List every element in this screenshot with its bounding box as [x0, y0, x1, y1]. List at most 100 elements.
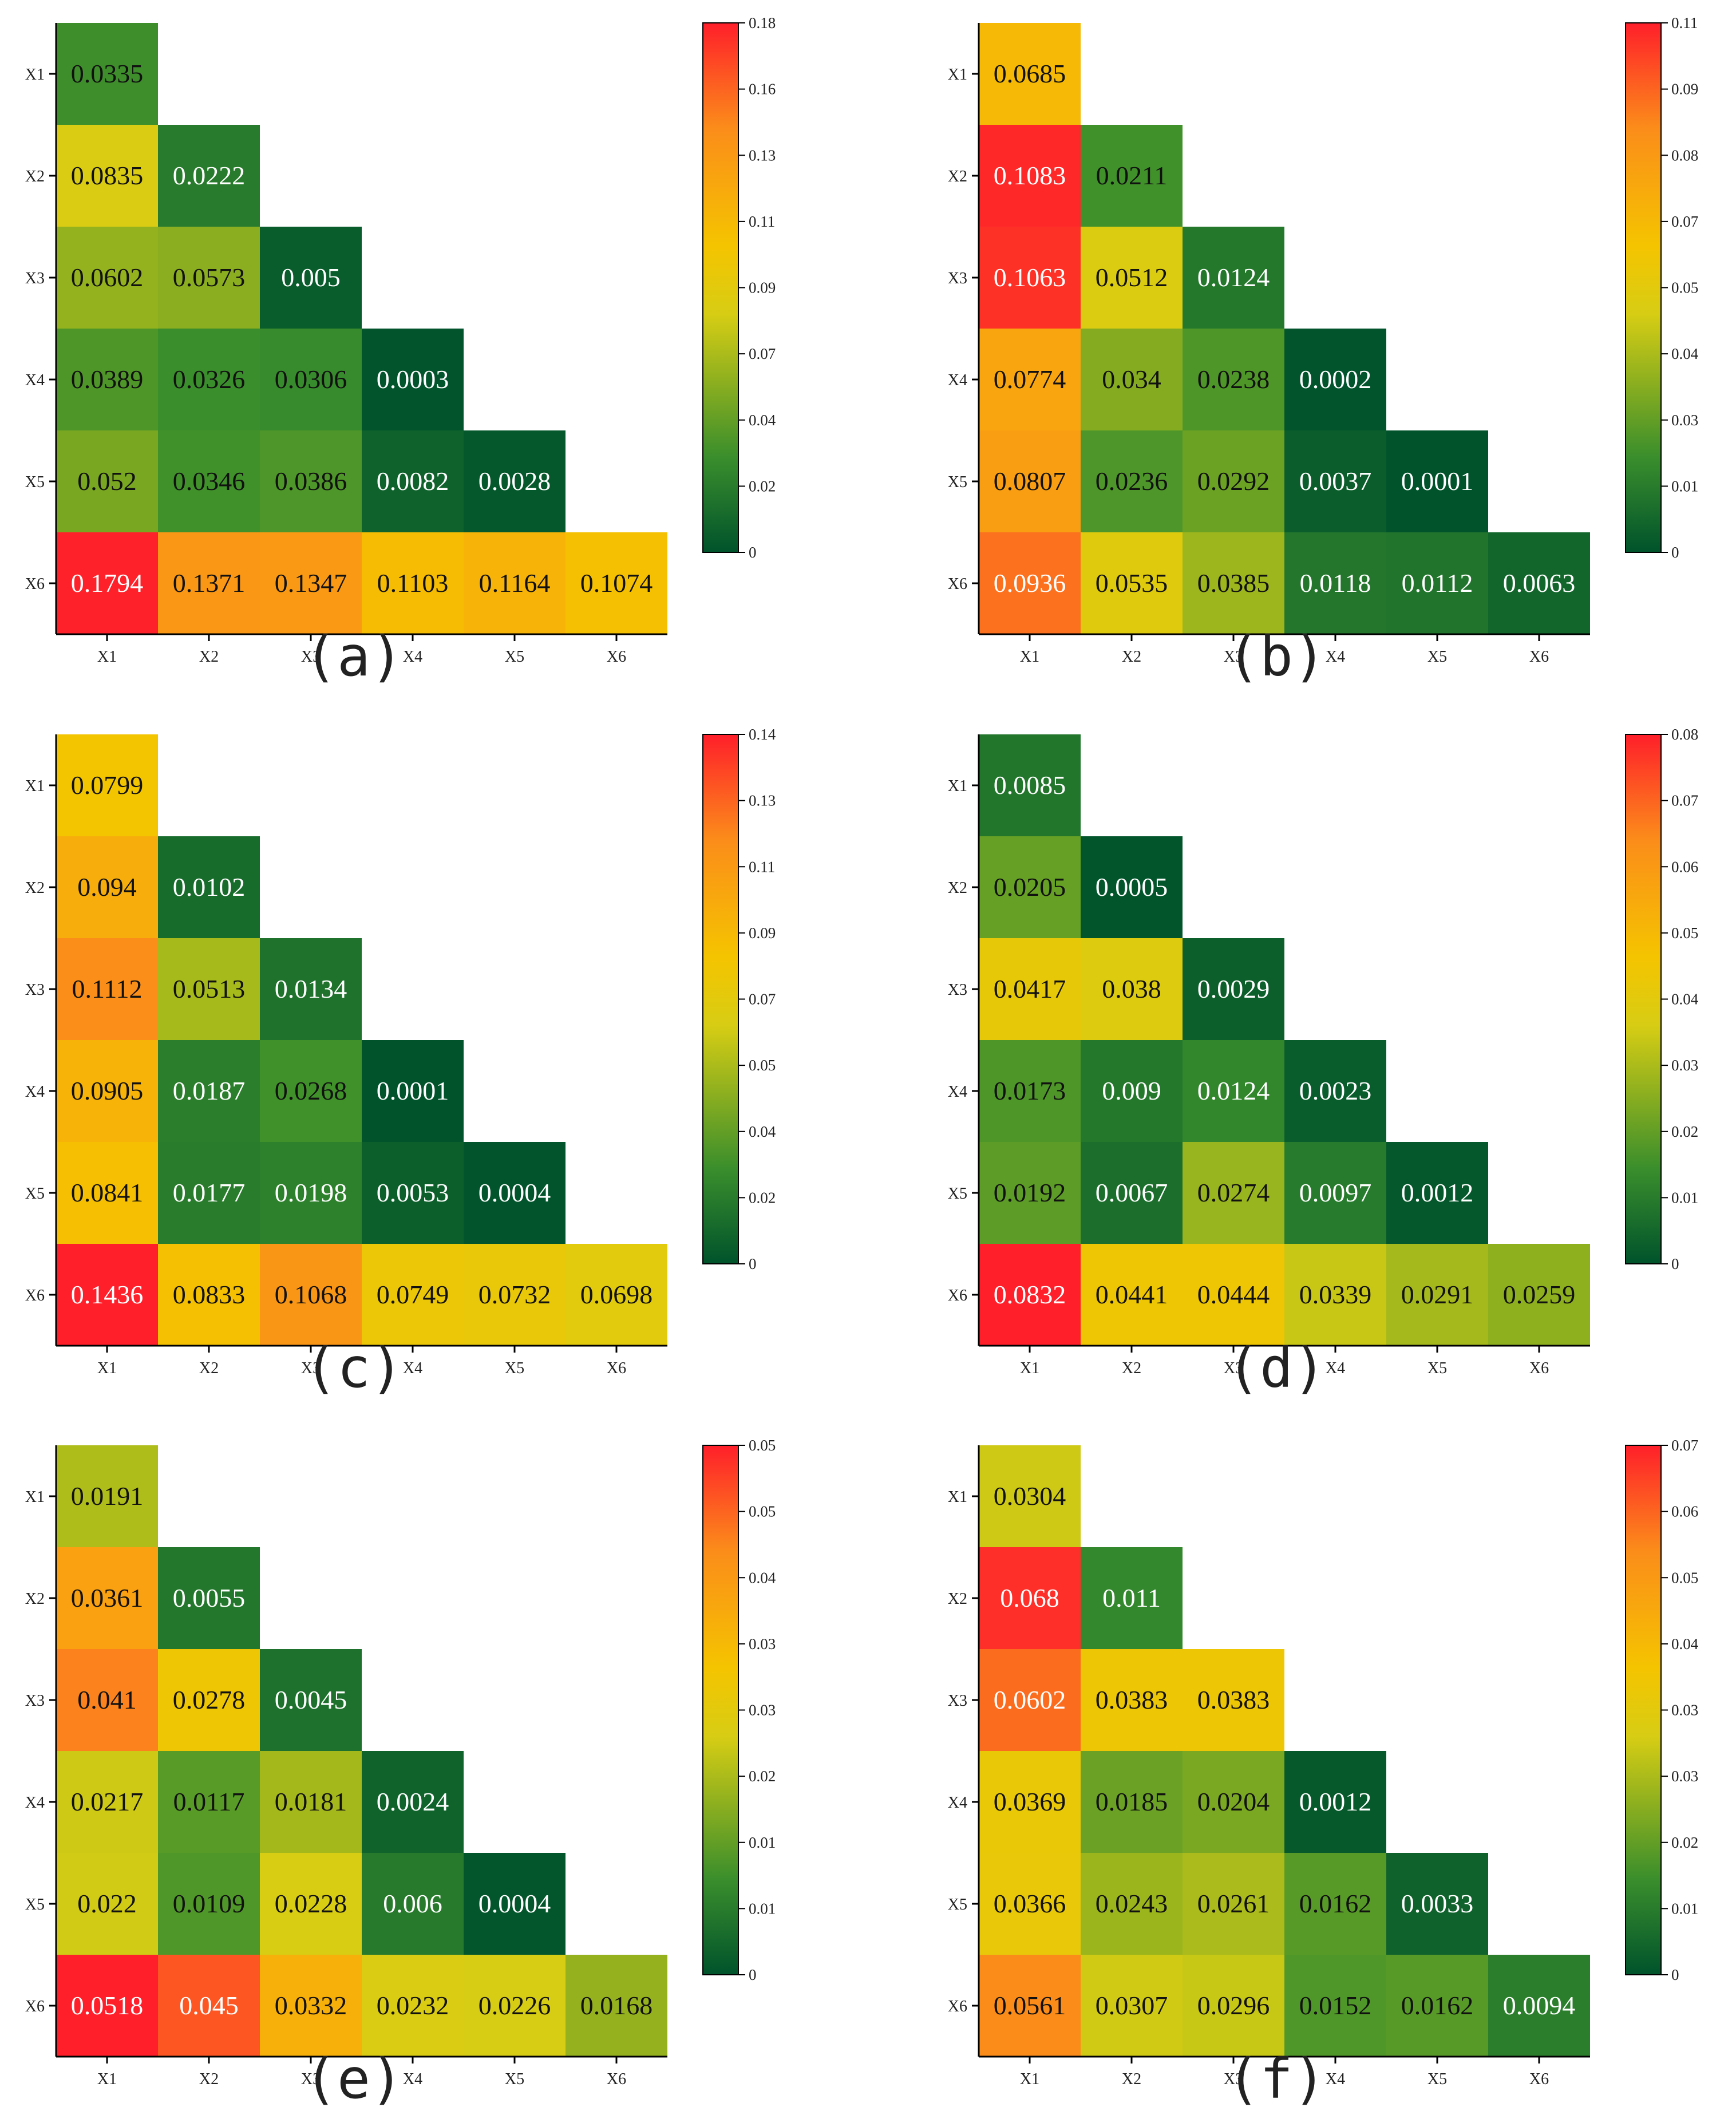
cell-value-label: 0.0118: [1300, 568, 1371, 598]
colorbar-tick-label: 0.03: [1671, 1702, 1698, 1719]
heatmap-cell: [1386, 532, 1488, 634]
cell-value-label: 0.0198: [275, 1178, 347, 1207]
cell-value-label: 0.0332: [275, 1991, 347, 2020]
y-tick-label: X6: [948, 575, 967, 593]
heatmap-cell: [362, 1244, 464, 1346]
x-tick-label: X6: [607, 2070, 626, 2088]
cell-value-label: 0.011: [1102, 1583, 1161, 1612]
heatmap-cell: [1081, 125, 1183, 227]
heatmap-cell: [1488, 532, 1590, 634]
cell-value-label: 0.0217: [71, 1787, 144, 1816]
heatmap-cell: [464, 430, 566, 532]
y-tick-label: X3: [948, 981, 967, 999]
heatmap-cell: [56, 1853, 158, 1955]
colorbar-tick-label: 0.03: [1671, 1768, 1698, 1785]
heatmap-cell: [260, 227, 362, 329]
y-tick-label: X6: [948, 1287, 967, 1304]
heatmap-cell: [1183, 1244, 1284, 1346]
y-tick-label: X1: [25, 1488, 45, 1506]
x-tick-label: X1: [1020, 1359, 1039, 1377]
cell-value-label: 0.0326: [173, 365, 246, 394]
cell-value-label: 0.0024: [377, 1787, 449, 1816]
heatmap-cell: [260, 1853, 362, 1955]
cell-value-label: 0.005: [281, 263, 341, 292]
y-tick-label: X5: [948, 1185, 967, 1203]
cell-value-label: 0.0162: [1299, 1889, 1372, 1918]
heatmap-cell: [56, 227, 158, 329]
cell-value-label: 0.0102: [173, 872, 246, 902]
heatmap-cell: [1183, 329, 1284, 430]
x-tick-label: X4: [403, 1359, 422, 1377]
x-tick-label: X3: [1224, 2070, 1243, 2088]
cell-value-label: 0.0177: [173, 1178, 246, 1207]
heatmap-cell: [158, 430, 260, 532]
cell-value-label: 0.0444: [1197, 1280, 1270, 1309]
heatmap-cell: [979, 1955, 1081, 2057]
cell-value-label: 0.0067: [1096, 1178, 1168, 1207]
heatmap-cell: [1183, 532, 1284, 634]
colorbar-tick-label: 0.04: [749, 1569, 776, 1586]
cell-value-label: 0.0366: [994, 1889, 1066, 1918]
heatmap-cell: [566, 1244, 667, 1346]
cell-value-label: 0.0261: [1197, 1889, 1270, 1918]
heatmap-cell: [1284, 430, 1386, 532]
heatmap-cell: [158, 125, 260, 227]
heatmap-cell: [158, 836, 260, 938]
heatmap-cell: [158, 1040, 260, 1142]
y-tick-label: X1: [948, 777, 967, 795]
colorbar-tick-label: 0.03: [1671, 1057, 1698, 1074]
heatmap-cell: [260, 1244, 362, 1346]
heatmap-cell: [1081, 1853, 1183, 1955]
heatmap-cell: [979, 329, 1081, 430]
cell-value-label: 0.0346: [173, 467, 246, 496]
heatmap-cell: [56, 1445, 158, 1547]
colorbar-tick-label: 0.01: [749, 1834, 776, 1851]
cell-value-label: 0.0905: [71, 1076, 144, 1105]
heatmap-cell: [158, 329, 260, 430]
cell-value-label: 0.0012: [1401, 1178, 1474, 1207]
colorbar-tick-label: 0.01: [1671, 1189, 1698, 1206]
x-tick-label: X5: [505, 1359, 524, 1377]
heatmap-cell: [158, 1853, 260, 1955]
heatmap-cell: [158, 1955, 260, 2057]
colorbar-tick-label: 0.14: [749, 726, 776, 743]
x-tick-label: X5: [505, 2070, 524, 2088]
x-tick-label: X1: [97, 1359, 117, 1377]
heatmap-cell: [464, 1955, 566, 2057]
heatmap-cell: [979, 125, 1081, 227]
cell-value-label: 0.0339: [1299, 1280, 1372, 1309]
x-tick-label: X6: [1529, 2070, 1549, 2088]
heatmap-cell: [1284, 1853, 1386, 1955]
heatmap-cell: [158, 1649, 260, 1751]
cell-value-label: 0.0124: [1197, 263, 1270, 292]
heatmap-cell: [158, 532, 260, 634]
heatmap-cell: [566, 1955, 667, 2057]
x-tick-label: X3: [301, 2070, 321, 2088]
cell-value-label: 0.0063: [1503, 568, 1576, 598]
x-tick-label: X2: [199, 2070, 219, 2088]
colorbar-tick-label: 0.04: [749, 1123, 776, 1140]
cell-value-label: 0.0278: [173, 1685, 246, 1714]
colorbar-tick-label: 0.05: [1671, 279, 1698, 297]
y-tick-label: X3: [25, 270, 45, 287]
heatmap-cell: [464, 1853, 566, 1955]
y-tick-label: X6: [25, 1287, 45, 1304]
y-tick-label: X6: [948, 1998, 967, 2015]
y-tick-label: X5: [948, 473, 967, 491]
heatmap-cell: [979, 23, 1081, 125]
x-tick-label: X2: [1122, 2070, 1141, 2088]
heatmap-cell: [158, 1244, 260, 1346]
cell-value-label: 0.041: [77, 1685, 137, 1714]
panel-label: (f): [1227, 2047, 1326, 2111]
heatmap-cell: [158, 1547, 260, 1649]
colorbar-tick-label: 0.02: [749, 477, 776, 495]
colorbar: [1625, 734, 1662, 1264]
colorbar-tick-label: 0.03: [749, 1635, 776, 1653]
x-tick-label: X4: [1326, 648, 1345, 666]
y-tick-label: X2: [25, 1590, 45, 1608]
cell-value-label: 0.0292: [1197, 467, 1270, 496]
cell-value-label: 0.0185: [1096, 1787, 1168, 1816]
y-tick-label: X2: [948, 1590, 967, 1608]
cell-value-label: 0.0109: [173, 1889, 246, 1918]
